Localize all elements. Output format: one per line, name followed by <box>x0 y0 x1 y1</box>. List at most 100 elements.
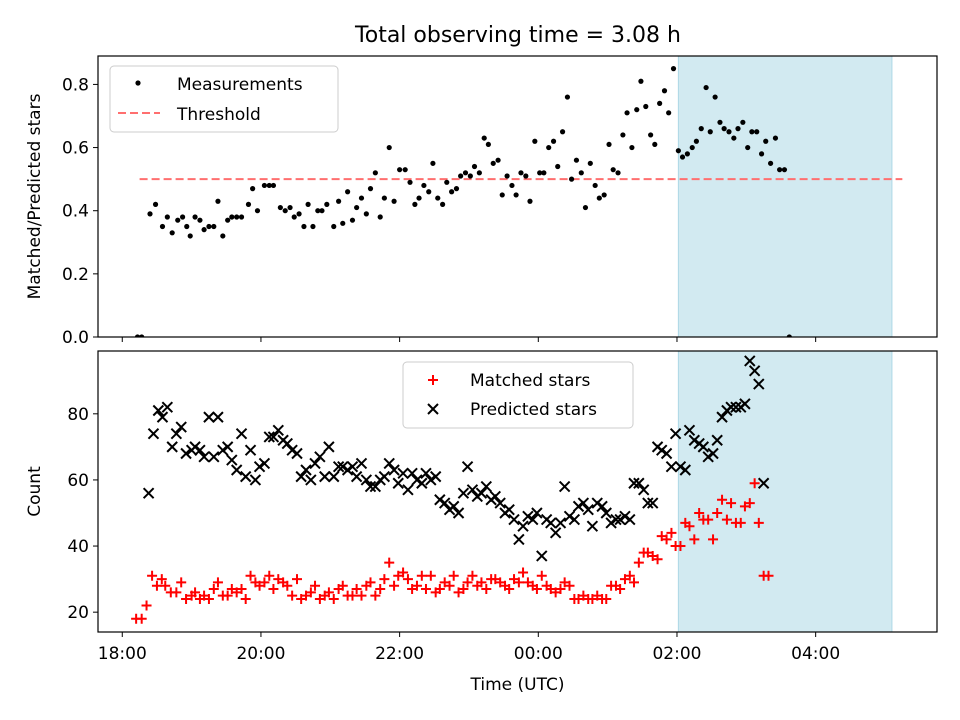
predicted-star-point <box>147 427 160 440</box>
matched-star-point <box>726 498 737 509</box>
measurement-point <box>698 126 704 132</box>
measurement-point <box>215 198 221 204</box>
matched-star-point <box>633 557 644 568</box>
matched-star-point <box>398 567 409 578</box>
predicted-star-point <box>429 470 442 483</box>
measurement-point <box>377 214 383 220</box>
matched-star-point <box>666 527 677 538</box>
y-tick-label: 80 <box>67 405 89 425</box>
x-tick-label: 20:00 <box>236 644 285 664</box>
measurement-point <box>638 78 644 84</box>
predicted-star-point <box>748 365 761 377</box>
legend-measurement-marker <box>135 80 141 86</box>
predicted-star-point <box>614 513 626 526</box>
measurement-point <box>712 94 718 100</box>
measurement-point <box>499 192 505 198</box>
plot-area <box>134 66 903 337</box>
matched-star-point <box>370 590 381 601</box>
measurement-point <box>781 167 788 173</box>
predicted-star-point <box>448 500 460 513</box>
predicted-star-point <box>323 441 335 453</box>
predicted-star-point <box>582 503 594 516</box>
measurement-point <box>693 138 699 144</box>
legend-predicted-marker <box>427 403 439 415</box>
predicted-star-point <box>536 550 548 562</box>
measurement-point <box>495 157 501 163</box>
predicted-star-point <box>397 467 409 480</box>
matched-star-point <box>181 593 192 604</box>
measurement-point <box>412 201 418 207</box>
predicted-star-point <box>711 434 723 446</box>
measurement-point <box>354 204 360 211</box>
measurement-point <box>721 126 727 132</box>
matched-star-point <box>624 570 635 581</box>
matched-star-point <box>384 557 395 568</box>
matched-star-point <box>703 514 714 525</box>
y-axis-label: Count <box>25 466 45 517</box>
predicted-star-point <box>549 527 562 539</box>
predicted-star-point <box>425 474 437 486</box>
matched-star-point <box>208 584 219 595</box>
predicted-star-point <box>665 460 678 473</box>
predicted-star-point <box>355 457 368 470</box>
matched-star-point <box>749 478 760 489</box>
measurement-point <box>159 223 166 230</box>
predicted-star-point <box>494 497 506 509</box>
measurement-point <box>336 198 342 204</box>
predicted-star-point <box>475 487 488 499</box>
measurement-point <box>541 170 547 176</box>
matched-star-point <box>259 577 270 588</box>
measurement-point <box>587 160 593 166</box>
matched-star-point <box>416 570 427 581</box>
measurement-point <box>416 195 422 201</box>
measurement-point <box>582 204 589 211</box>
x-tick-label: 04:00 <box>791 644 840 664</box>
measurement-point <box>358 195 365 201</box>
predicted-star-point <box>286 444 298 456</box>
predicted-star-point <box>702 451 714 463</box>
predicted-star-point <box>656 444 668 456</box>
measurement-point <box>421 182 427 189</box>
matched-star-point <box>689 534 700 545</box>
predicted-star-point <box>591 497 603 509</box>
predicted-star-point <box>669 427 682 440</box>
measurement-point <box>601 192 607 198</box>
matched-star-point <box>147 570 158 581</box>
measurement-point <box>402 167 408 173</box>
measurement-point <box>513 192 519 198</box>
measurement-point <box>523 173 529 179</box>
predicted-star-point <box>577 497 590 509</box>
predicted-star-point <box>263 431 275 443</box>
matched-star-point <box>136 613 147 624</box>
observing-window-band <box>677 350 893 633</box>
predicted-star-point <box>707 447 719 460</box>
measurement-point <box>735 126 741 132</box>
measurement-point <box>305 201 311 207</box>
measurement-point <box>767 160 774 166</box>
matched-star-point <box>171 587 182 598</box>
predicted-star-point <box>466 484 479 496</box>
predicted-star-point <box>554 517 567 529</box>
measurement-point <box>717 119 723 125</box>
measurement-point <box>462 170 469 176</box>
matched-star-point <box>694 507 705 518</box>
measurement-point <box>238 214 245 220</box>
predicted-star-point <box>489 490 502 503</box>
measurement-point <box>381 195 387 201</box>
measurement-point <box>319 208 325 214</box>
measurement-point <box>315 208 321 214</box>
measurement-point <box>537 170 543 176</box>
measurement-point <box>220 233 226 239</box>
measurement-point <box>620 132 626 138</box>
measurement-point <box>684 151 690 157</box>
predicted-star-point <box>309 457 321 470</box>
predicted-star-point <box>341 464 354 476</box>
predicted-star-point <box>369 480 382 493</box>
measurement-point <box>471 163 478 170</box>
predicted-star-point <box>239 470 252 483</box>
measurement-point <box>430 160 436 166</box>
predicted-star-point <box>522 510 534 523</box>
matched-star-point <box>310 580 321 591</box>
predicted-star-point <box>319 470 331 483</box>
measurement-point <box>372 170 378 176</box>
